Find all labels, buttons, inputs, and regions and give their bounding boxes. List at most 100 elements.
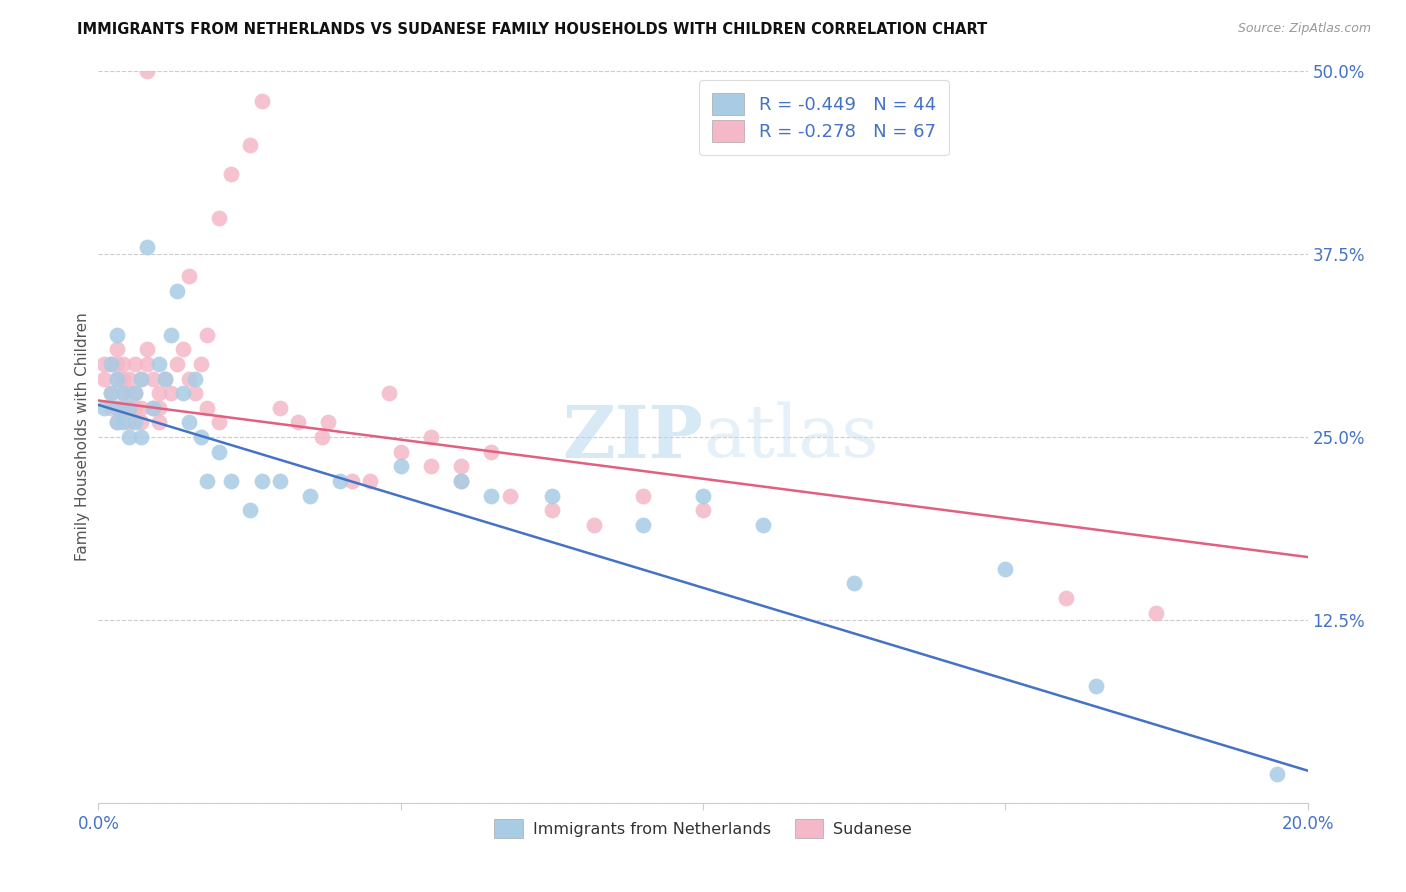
Point (100, 401, 122, 415)
Point (195, 401, 218, 415)
Point (481, 489, 503, 503)
Point (1085, 679, 1108, 693)
Text: atlas: atlas (703, 401, 879, 473)
Point (498, 489, 520, 503)
Point (692, 489, 714, 503)
Point (195, 327, 218, 342)
Point (135, 240, 157, 254)
Point (148, 386, 170, 401)
Point (631, 517, 654, 532)
Point (250, 94, 273, 108)
Point (269, 401, 291, 415)
Point (135, 357, 157, 371)
Point (105, 327, 128, 342)
Point (179, 269, 201, 284)
Text: ZIP: ZIP (562, 401, 703, 473)
Point (118, 430, 141, 444)
Point (105, 416, 128, 430)
Point (450, 459, 472, 474)
Point (135, 64, 157, 78)
Point (129, 401, 152, 415)
Point (184, 386, 207, 401)
Point (111, 371, 134, 385)
Legend: Immigrants from Netherlands, Sudanese: Immigrants from Netherlands, Sudanese (486, 811, 920, 846)
Point (148, 401, 170, 415)
Point (342, 474, 364, 488)
Point (124, 386, 146, 401)
Point (142, 371, 165, 385)
Point (124, 416, 146, 430)
Point (481, 444, 503, 458)
Point (160, 327, 183, 342)
Point (389, 459, 412, 474)
Point (111, 357, 134, 371)
Point (148, 357, 170, 371)
Point (311, 430, 333, 444)
Point (111, 386, 134, 401)
Point (142, 401, 165, 415)
Point (129, 371, 152, 385)
Point (208, 416, 231, 430)
Point (239, 503, 262, 517)
Point (129, 416, 152, 430)
Point (118, 386, 141, 401)
Point (389, 444, 412, 458)
Point (153, 371, 176, 385)
Point (105, 371, 128, 385)
Point (540, 489, 562, 503)
Point (316, 416, 339, 430)
Point (118, 401, 141, 415)
Point (93, 357, 115, 371)
Point (377, 386, 399, 401)
Point (111, 401, 134, 415)
Point (221, 474, 243, 488)
Point (100, 386, 122, 401)
Point (118, 416, 141, 430)
Point (135, 343, 157, 357)
Point (105, 401, 128, 415)
Point (111, 386, 134, 401)
Point (124, 357, 146, 371)
Point (420, 430, 443, 444)
Point (100, 357, 122, 371)
Point (105, 357, 128, 371)
Point (160, 386, 183, 401)
Y-axis label: Family Households with Children: Family Households with Children (75, 313, 90, 561)
Point (329, 474, 352, 488)
Point (752, 517, 775, 532)
Text: IMMIGRANTS FROM NETHERLANDS VS SUDANESE FAMILY HOUSEHOLDS WITH CHILDREN CORRELAT: IMMIGRANTS FROM NETHERLANDS VS SUDANESE … (77, 22, 987, 37)
Point (166, 357, 188, 371)
Point (118, 401, 141, 415)
Point (100, 357, 122, 371)
Point (172, 343, 194, 357)
Point (124, 386, 146, 401)
Point (124, 401, 146, 415)
Point (105, 371, 128, 385)
Point (299, 489, 322, 503)
Point (100, 386, 122, 401)
Point (105, 343, 128, 357)
Point (190, 357, 212, 371)
Point (179, 416, 201, 430)
Point (450, 474, 472, 488)
Point (172, 386, 194, 401)
Point (148, 416, 170, 430)
Point (540, 503, 562, 517)
Point (93, 401, 115, 415)
Point (1054, 591, 1077, 605)
Point (184, 371, 207, 385)
Point (129, 430, 152, 444)
Point (420, 459, 443, 474)
Point (208, 444, 231, 458)
Point (221, 167, 243, 181)
Point (994, 562, 1017, 576)
Point (583, 517, 606, 532)
Point (179, 371, 201, 385)
Point (195, 474, 218, 488)
Point (250, 474, 273, 488)
Point (190, 430, 212, 444)
Point (111, 416, 134, 430)
Point (1144, 606, 1167, 620)
Point (93, 371, 115, 385)
Point (166, 284, 188, 298)
